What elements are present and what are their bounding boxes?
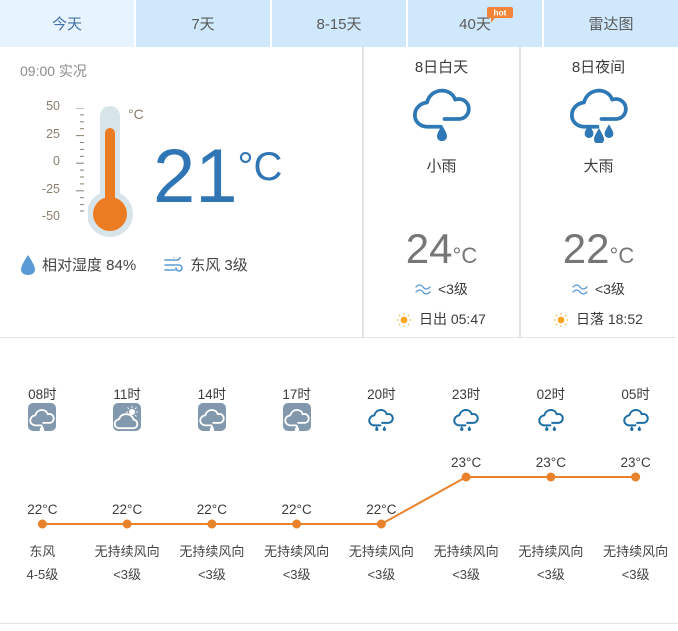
svg-text:hot: hot	[494, 8, 507, 18]
